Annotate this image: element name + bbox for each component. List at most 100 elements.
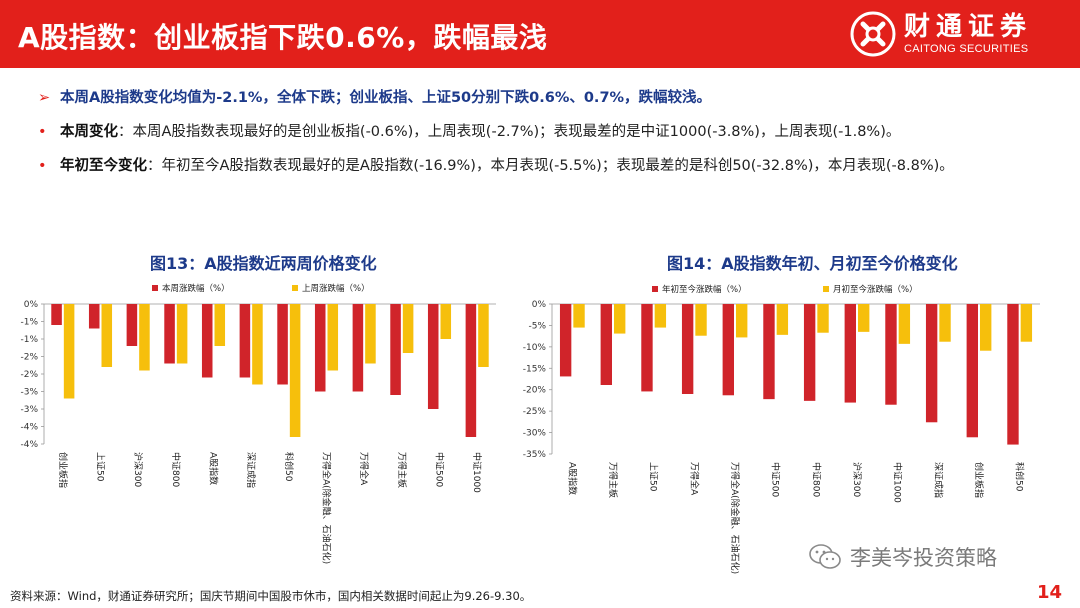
logo-emblem-icon [850,11,896,57]
chart-title-13: 图13：A股指数近两周价格变化 [150,254,377,273]
bar [573,304,585,328]
bar [817,304,829,333]
bar [885,304,897,405]
bar [600,304,612,385]
category-label: 科创50 [283,452,295,482]
bar [101,304,113,367]
category-label: 万得全A [358,452,370,486]
bar [681,304,694,394]
y-tick-label: -1% [20,335,38,345]
bar [980,304,992,351]
watermark-text: 李美岑投资策略 [850,546,997,570]
category-label: A股指数 [566,462,578,495]
y-tick-label: -4% [20,440,38,450]
summary-bullets: ➢ 本周A股指数变化均值为-2.1%，全体下跌；创业板指、上证50分别下跌0.6%… [38,88,1068,176]
bar [478,304,489,367]
y-tick-label: -4% [20,423,38,433]
y-tick-label: -35% [523,450,547,460]
bullet-text: ：本周A股指数表现最好的是创业板指(-0.6%)，上周表现(-2.7%)；表现最… [118,124,901,140]
bar [736,304,748,338]
page-number: 14 [1036,582,1062,603]
bar [559,304,572,377]
legend-swatch [652,286,658,292]
bar [164,304,175,364]
y-tick-label: 0% [532,300,547,310]
bar [939,304,951,342]
y-tick-label: -3% [20,405,38,415]
weekly-change-chart: 本周涨跌幅（%） 上周涨跌幅（%） 0% -1% -1% -2% -2% -3% -3% -4% -… [20,283,496,564]
legend-swatch [152,285,158,291]
legend-label: 上周涨跌幅（%） [302,283,370,294]
bar [252,304,263,385]
bar [641,304,653,392]
bar [722,304,734,396]
bar [776,304,789,335]
legend-label: 本周涨跌幅（%） [162,283,230,294]
y-tick-label: -2% [20,370,38,380]
bar [239,304,251,378]
legend-label: 月初至今涨跌幅（%） [833,284,918,295]
bar [51,304,62,325]
bullet-text: 本周A股指数变化均值为-2.1%，全体下跌；创业板指、上证50分别下跌0.6%、… [60,90,712,106]
bar [139,304,150,371]
bullet-label: 年初至今变化 [60,158,147,174]
category-label: 创业板指 [57,452,69,488]
bar [858,304,870,332]
bar [695,304,707,336]
bar [427,304,439,409]
category-label: 深证成指 [932,462,944,498]
bar [465,304,477,437]
category-label: 万得全A [688,462,700,496]
bullet-ytd: • 年初至今变化：年初至今A股指数表现最好的是A股指数(-16.9%)，本月表现(… [38,156,1068,176]
legend-swatch [292,285,298,291]
category-label: 中证800 [170,452,182,487]
category-label: 万得全A(除金融、石油石化) [321,452,333,564]
y-tick-label: -2% [20,353,38,363]
bar [614,304,626,334]
logo-name-cn: 财通证券 [904,11,1033,42]
bar [1007,304,1019,445]
bullet-weekly: • 本周变化：本周A股指数表现最好的是创业板指(-0.6%)，上周表现(-2.7%… [38,122,1068,142]
bar [214,304,226,346]
category-label: 沪深300 [851,462,863,497]
category-label: 万得主板 [396,452,408,488]
bar [803,304,816,401]
bar [966,304,978,438]
bar [352,304,364,392]
bar [327,304,339,371]
category-label: 中证800 [810,462,822,497]
dot-bullet-icon: • [38,158,47,174]
bar [201,304,213,378]
y-tick-label: -5% [528,321,546,331]
bar [844,304,856,403]
chart-title-14: 图14：A股指数年初、月初至今价格变化 [667,254,958,273]
bar [314,304,326,392]
category-label: 万得主板 [607,462,619,498]
wechat-icon [809,544,841,569]
category-label: 中证1000 [471,452,483,493]
bar [1020,304,1033,342]
bar [176,304,188,364]
y-tick-label: -15% [523,364,547,374]
company-logo: 财通证券 CAITONG SECURITIES [850,9,1070,59]
ytd-change-chart: 年初至今涨跌幅（%） 月初至今涨跌幅（%） 0% -5% -10% -15% -20% -25… [523,284,1040,574]
category-label: 沪深300 [132,452,144,487]
category-label: 上证50 [95,452,106,482]
y-tick-label: -1% [20,318,38,328]
category-label: 科创50 [1014,462,1026,492]
bar [654,304,667,328]
bar [390,304,401,395]
category-label: 中证1000 [892,462,904,503]
legend-label: 年初至今涨跌幅（%） [662,284,747,295]
category-label: A股指数 [208,452,220,485]
category-label: 深证成指 [245,452,257,488]
bar [88,304,100,329]
bar [925,304,938,423]
category-label: 上证50 [648,462,659,492]
bar [289,304,301,437]
bar [402,304,414,353]
bar [898,304,911,344]
category-label: 万得全A(除金融、石油石化) [729,462,741,574]
category-label: 中证500 [770,462,782,497]
y-tick-label: -3% [20,388,38,398]
